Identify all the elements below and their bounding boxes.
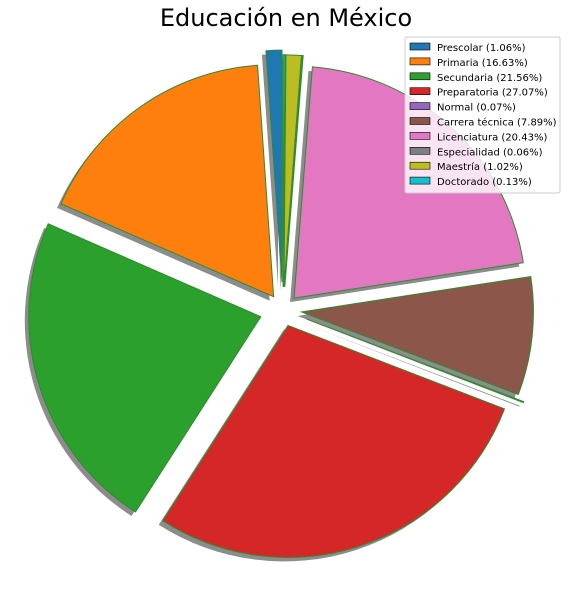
legend-swatch-licenciatura xyxy=(409,132,431,140)
slice-normal xyxy=(306,318,525,404)
slice-especialidad xyxy=(284,54,304,287)
legend-label-especialidad: Especialidad (0.06%) xyxy=(437,147,543,158)
legend-label-normal: Normal (0.07%) xyxy=(437,103,516,114)
legend-label-doctorado: Doctorado (0.13%) xyxy=(437,177,532,188)
slice-prescolar xyxy=(265,49,283,283)
legend-swatch-especialidad xyxy=(409,147,431,155)
slice-secundaria xyxy=(28,223,262,513)
slice-preparatoria xyxy=(162,324,506,558)
legend-label-secundaria: Secundaria (21.56%) xyxy=(437,73,542,84)
legend-swatch-carrera-tecnica xyxy=(409,117,431,125)
legend-swatch-prescolar xyxy=(409,42,431,51)
legend-label-licenciatura: Licenciatura (20.43%) xyxy=(437,132,547,143)
legend-swatch-primaria xyxy=(409,57,431,66)
legend-swatch-preparatoria xyxy=(409,87,431,95)
slice-shadow-normal xyxy=(302,323,520,407)
slice-doctorado xyxy=(282,54,286,287)
slice-carrera-tecnica xyxy=(299,275,534,396)
legend-label-maestria: Maestría (1.02%) xyxy=(437,161,523,173)
slice-maestria xyxy=(283,54,302,287)
legend-swatch-normal xyxy=(409,102,431,110)
legend-swatch-doctorado xyxy=(409,176,431,185)
legend-label-preparatoria: Preparatoria (27.07%) xyxy=(437,88,548,99)
legend: Prescolar (1.06%) Primaria (16.63%) Secund… xyxy=(404,36,561,194)
slice-primaria xyxy=(60,64,275,298)
pie-slices xyxy=(28,49,534,558)
legend-label-carrera-tecnica: Carrera técnica (7.89%) xyxy=(437,117,557,129)
legend-label-primaria: Primaria (16.63%) xyxy=(437,58,528,69)
legend-box xyxy=(404,36,561,194)
legend-label-prescolar: Prescolar (1.06%) xyxy=(437,43,526,54)
legend-swatch-maestria xyxy=(409,161,431,170)
chart-title: Educación en México xyxy=(160,4,412,32)
legend-swatch-secundaria xyxy=(409,72,431,81)
